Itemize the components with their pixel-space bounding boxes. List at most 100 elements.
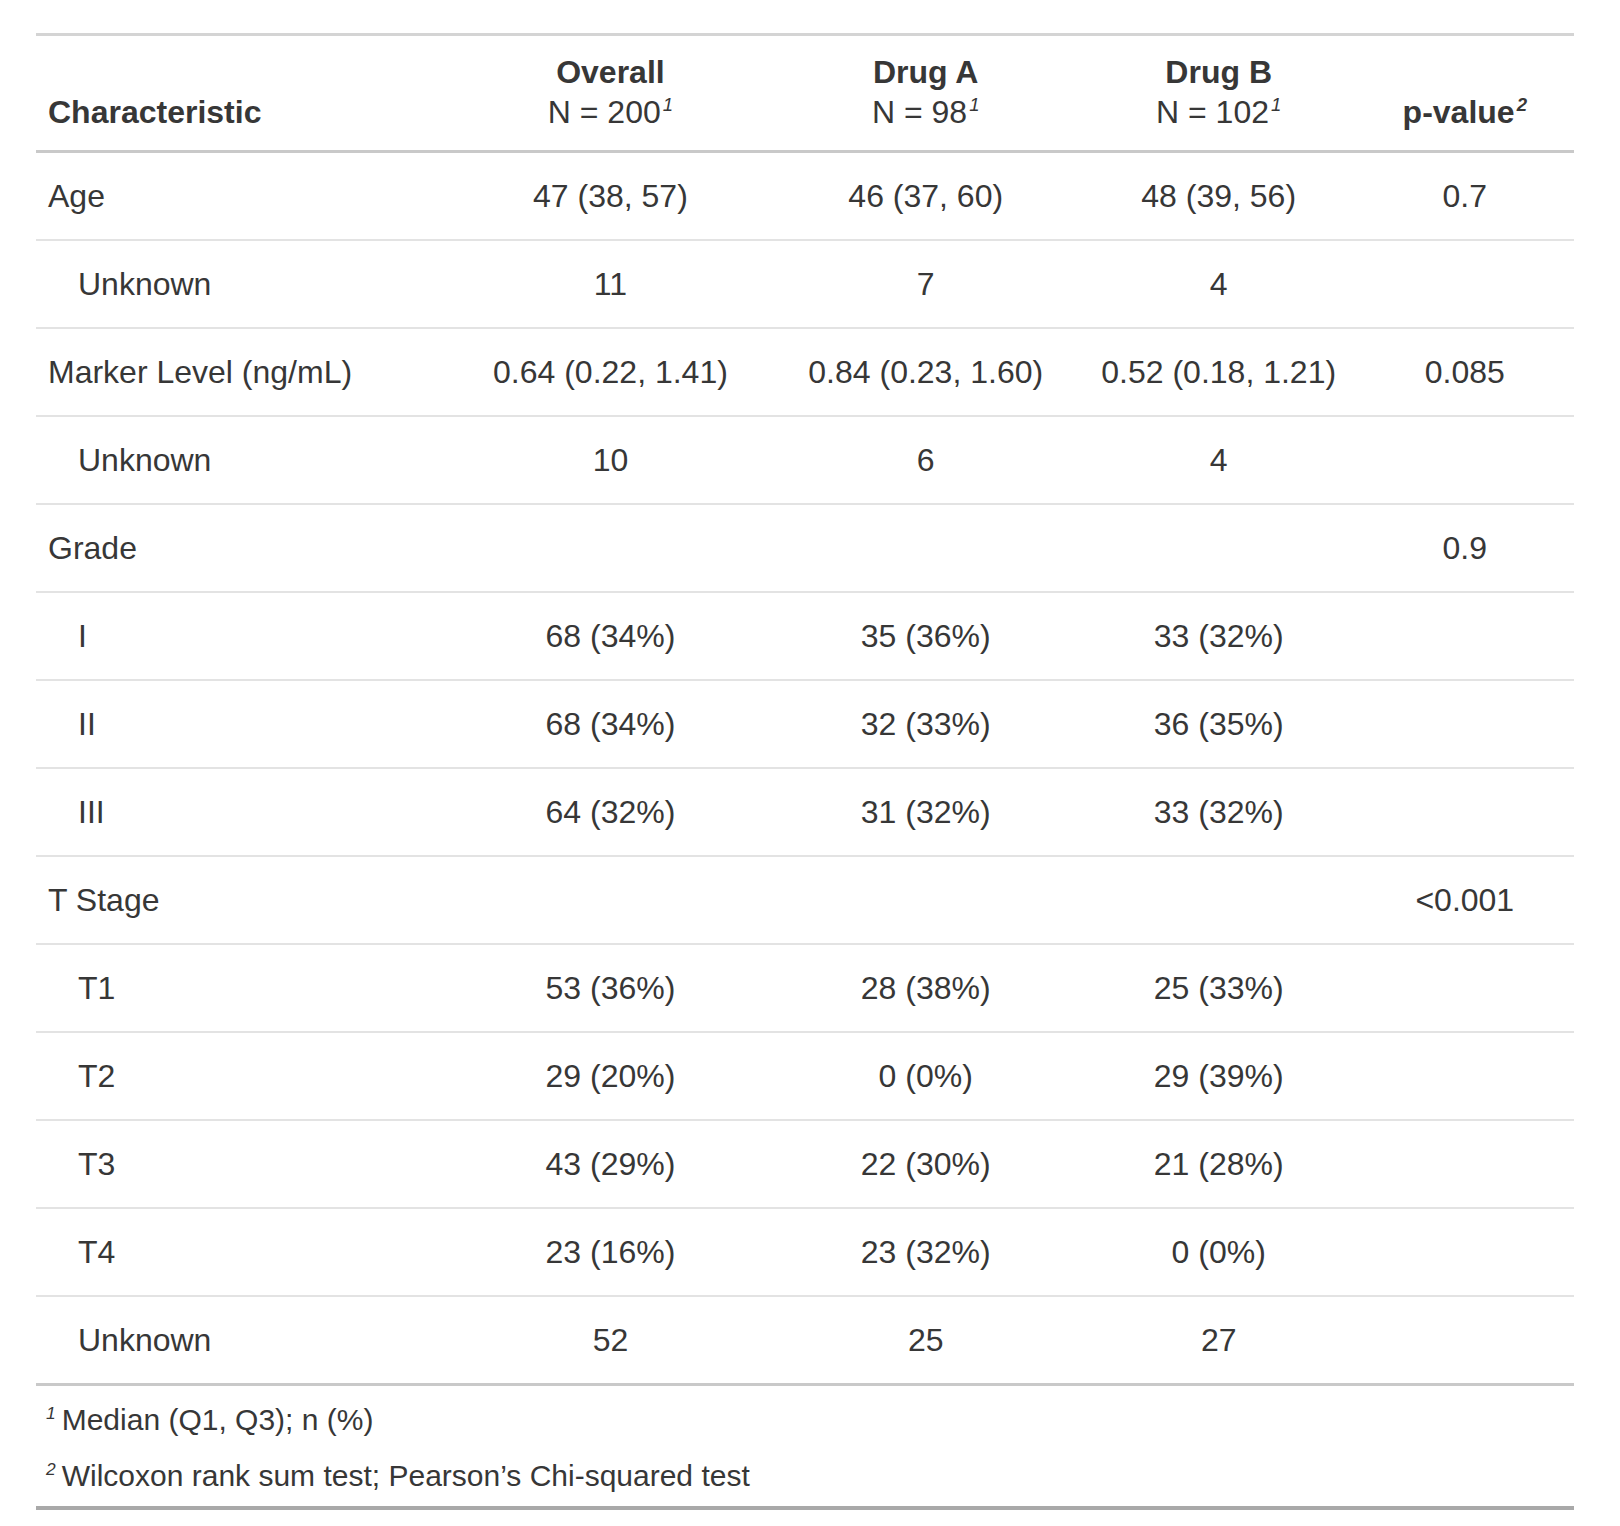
table-row-grade-2: II 68 (34%) 32 (33%) 36 (35%) — [36, 680, 1574, 768]
footnote-mark-1: 1 — [1271, 94, 1281, 115]
table-header: Characteristic Overall N = 2001 Drug A N… — [36, 35, 1574, 152]
footnote-mark-2: 2 — [1517, 94, 1527, 115]
footnote-2: 2Wilcoxon rank sum test; Pearson’s Chi-s… — [36, 1446, 1574, 1508]
cell-p-value: <0.001 — [1356, 856, 1574, 944]
col-header-drug-a: Drug A N = 981 — [770, 35, 1082, 152]
cell-drug-b: 0.52 (0.18, 1.21) — [1082, 328, 1356, 416]
cell-drug-b — [1082, 504, 1356, 592]
table-row-marker-level: Marker Level (ng/mL) 0.64 (0.22, 1.41) 0… — [36, 328, 1574, 416]
row-label: T Stage — [36, 856, 451, 944]
cell-drug-b: 33 (32%) — [1082, 768, 1356, 856]
row-label: II — [36, 680, 451, 768]
footnote-mark-1: 1 — [663, 94, 673, 115]
col-header-drug-b-n: N = 1021 — [1090, 92, 1348, 132]
table-row-t2: T2 29 (20%) 0 (0%) 29 (39%) — [36, 1032, 1574, 1120]
cell-overall: 68 (34%) — [451, 680, 769, 768]
cell-overall — [451, 856, 769, 944]
cell-p-value — [1356, 416, 1574, 504]
cell-p-value — [1356, 944, 1574, 1032]
cell-p-value — [1356, 592, 1574, 680]
cell-p-value — [1356, 1296, 1574, 1385]
cell-overall — [451, 504, 769, 592]
row-label: T3 — [36, 1120, 451, 1208]
row-label: Marker Level (ng/mL) — [36, 328, 451, 416]
row-label: Unknown — [36, 416, 451, 504]
cell-drug-a — [770, 856, 1082, 944]
row-label: T1 — [36, 944, 451, 1032]
table-row-t4: T4 23 (16%) 23 (32%) 0 (0%) — [36, 1208, 1574, 1296]
overall-n-text: N = 200 — [548, 94, 661, 130]
cell-overall: 23 (16%) — [451, 1208, 769, 1296]
summary-table-container: Characteristic Overall N = 2001 Drug A N… — [0, 0, 1620, 1510]
cell-drug-a: 7 — [770, 240, 1082, 328]
col-header-overall: Overall N = 2001 — [451, 35, 769, 152]
footnote-2-text: Wilcoxon rank sum test; Pearson’s Chi-sq… — [62, 1459, 750, 1492]
cell-drug-a: 22 (30%) — [770, 1120, 1082, 1208]
table-row-t3: T3 43 (29%) 22 (30%) 21 (28%) — [36, 1120, 1574, 1208]
cell-drug-b: 4 — [1082, 240, 1356, 328]
table-row-marker-unknown: Unknown 10 6 4 — [36, 416, 1574, 504]
cell-overall: 11 — [451, 240, 769, 328]
row-label: I — [36, 592, 451, 680]
cell-drug-a — [770, 504, 1082, 592]
header-row: Characteristic Overall N = 2001 Drug A N… — [36, 35, 1574, 152]
table-row-grade-1: I 68 (34%) 35 (36%) 33 (32%) — [36, 592, 1574, 680]
cell-drug-a: 32 (33%) — [770, 680, 1082, 768]
table-row-grade: Grade 0.9 — [36, 504, 1574, 592]
cell-drug-b: 48 (39, 56) — [1082, 152, 1356, 241]
cell-drug-b: 25 (33%) — [1082, 944, 1356, 1032]
cell-overall: 10 — [451, 416, 769, 504]
cell-overall: 53 (36%) — [451, 944, 769, 1032]
cell-drug-a: 23 (32%) — [770, 1208, 1082, 1296]
col-header-drug-a-label: Drug A — [778, 52, 1074, 92]
cell-drug-b: 36 (35%) — [1082, 680, 1356, 768]
table-row-t-stage: T Stage <0.001 — [36, 856, 1574, 944]
table-row-age-unknown: Unknown 11 7 4 — [36, 240, 1574, 328]
footnote-1-text: Median (Q1, Q3); n (%) — [62, 1403, 374, 1436]
row-label: T2 — [36, 1032, 451, 1120]
footnote-1: 1 Median (Q1, Q3); n (%) — [36, 1385, 1574, 1447]
table-footnotes: 1 Median (Q1, Q3); n (%) 2Wilcoxon rank s… — [36, 1385, 1574, 1509]
drug-a-n-text: N = 98 — [872, 94, 967, 130]
row-label: Grade — [36, 504, 451, 592]
cell-drug-a: 0.84 (0.23, 1.60) — [770, 328, 1082, 416]
cell-drug-b: 33 (32%) — [1082, 592, 1356, 680]
cell-p-value — [1356, 240, 1574, 328]
col-header-drug-b: Drug B N = 1021 — [1082, 35, 1356, 152]
p-value-text: p-value — [1403, 94, 1515, 130]
cell-drug-a: 31 (32%) — [770, 768, 1082, 856]
col-header-drug-b-label: Drug B — [1090, 52, 1348, 92]
col-header-characteristic-label: Characteristic — [48, 94, 261, 130]
cell-overall: 29 (20%) — [451, 1032, 769, 1120]
cell-drug-a: 46 (37, 60) — [770, 152, 1082, 241]
cell-drug-b: 21 (28%) — [1082, 1120, 1356, 1208]
cell-drug-b — [1082, 856, 1356, 944]
cell-p-value: 0.085 — [1356, 328, 1574, 416]
cell-p-value — [1356, 1208, 1574, 1296]
footnote-mark-1: 1 — [969, 94, 979, 115]
cell-drug-a: 35 (36%) — [770, 592, 1082, 680]
cell-drug-a: 25 — [770, 1296, 1082, 1385]
cell-drug-a: 28 (38%) — [770, 944, 1082, 1032]
summary-table: Characteristic Overall N = 2001 Drug A N… — [36, 33, 1574, 1510]
col-header-overall-n: N = 2001 — [459, 92, 761, 132]
cell-overall: 68 (34%) — [451, 592, 769, 680]
cell-p-value — [1356, 768, 1574, 856]
cell-overall: 47 (38, 57) — [451, 152, 769, 241]
table-row-age: Age 47 (38, 57) 46 (37, 60) 48 (39, 56) … — [36, 152, 1574, 241]
row-label: Age — [36, 152, 451, 241]
row-label: T4 — [36, 1208, 451, 1296]
cell-overall: 0.64 (0.22, 1.41) — [451, 328, 769, 416]
footnote-row-2: 2Wilcoxon rank sum test; Pearson’s Chi-s… — [36, 1446, 1574, 1508]
cell-drug-b: 0 (0%) — [1082, 1208, 1356, 1296]
col-header-overall-label: Overall — [459, 52, 761, 92]
cell-p-value — [1356, 1120, 1574, 1208]
footnote-mark-1: 1 — [46, 1403, 56, 1423]
cell-overall: 64 (32%) — [451, 768, 769, 856]
col-header-p-value-label: p-value2 — [1364, 92, 1566, 132]
table-row-t1: T1 53 (36%) 28 (38%) 25 (33%) — [36, 944, 1574, 1032]
cell-overall: 43 (29%) — [451, 1120, 769, 1208]
cell-overall: 52 — [451, 1296, 769, 1385]
table-row-t-stage-unknown: Unknown 52 25 27 — [36, 1296, 1574, 1385]
footnote-row-1: 1 Median (Q1, Q3); n (%) — [36, 1385, 1574, 1447]
